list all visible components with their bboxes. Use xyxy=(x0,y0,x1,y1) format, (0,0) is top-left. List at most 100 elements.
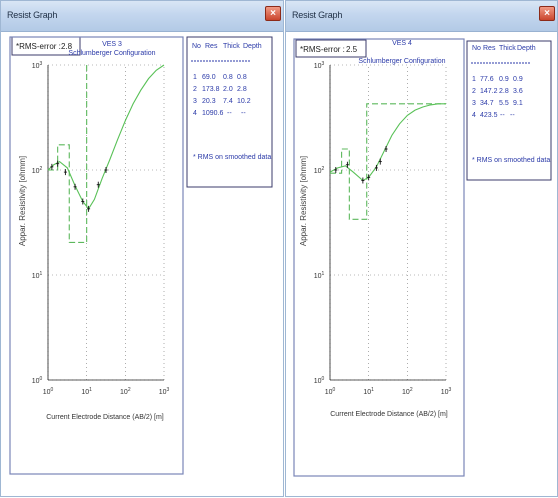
plot-frame xyxy=(9,36,184,475)
x-axis-label: Current Electrode Distance (AB/2) [m] xyxy=(330,411,448,418)
layer-model-line xyxy=(330,103,446,220)
data-point xyxy=(345,161,349,168)
plot-area: 100 101 102 103 103 102 101 100 xyxy=(314,61,452,396)
window-titlebar: Resist Graph × xyxy=(1,1,283,32)
cell-depth: 10.2 xyxy=(237,98,251,105)
cell-res: 20.3 xyxy=(202,98,216,105)
cell-no: 3 xyxy=(193,98,197,105)
plot-area: 100 101 102 103 103 102 101 100 xyxy=(32,61,170,396)
y-tick-label: 100 xyxy=(32,376,43,385)
cell-res: 423.5 xyxy=(480,112,498,119)
cell-thick: -- xyxy=(227,110,232,117)
table-row: 2 173.8 2.0 2.8 xyxy=(193,86,247,93)
window-title: Resist Graph xyxy=(7,10,58,20)
cell-no: 2 xyxy=(193,86,197,93)
cell-no: 4 xyxy=(472,112,476,119)
resist-graph-window-ves4: Resist Graph × *RMS-error : 2.5 VES 4 Sc… xyxy=(285,0,558,497)
cell-thick: 2.0 xyxy=(223,86,233,93)
layer-table-frame xyxy=(466,40,552,181)
layer-model-line xyxy=(48,65,88,243)
layer-table-frame xyxy=(186,36,273,188)
y-tick-label: 102 xyxy=(314,166,325,175)
rms-label: *RMS-error : xyxy=(300,45,345,54)
table-header-no: No xyxy=(472,45,481,52)
y-tick-label: 101 xyxy=(32,271,43,280)
data-point xyxy=(104,167,108,173)
y-tick-label: 102 xyxy=(32,166,43,175)
y-axis-label: Appar. Resistivity [ohmm] xyxy=(18,156,27,246)
x-tick-label: 100 xyxy=(325,387,336,396)
cell-res: 173.8 xyxy=(202,86,220,93)
table-row: 3 20.3 7.4 10.2 xyxy=(193,98,251,105)
close-icon[interactable]: × xyxy=(539,6,555,21)
cell-no: 1 xyxy=(472,76,476,83)
data-point xyxy=(73,183,77,190)
window-titlebar: Resist Graph × xyxy=(286,1,557,32)
table-header-depth: Depth xyxy=(517,45,536,52)
x-tick-label: 103 xyxy=(441,387,452,396)
data-point xyxy=(50,163,54,170)
rms-label: *RMS-error : xyxy=(16,42,61,51)
data-point xyxy=(361,177,365,184)
rms-value: 2.8 xyxy=(61,42,73,51)
resist-graph-window-ves3: Resist Graph × *RMS-error : 2.8 VES 3 Sc… xyxy=(0,0,284,497)
cell-res: 69.0 xyxy=(202,74,216,81)
cell-thick: 7.4 xyxy=(223,98,233,105)
cell-thick: -- xyxy=(500,112,505,119)
y-tick-label: 103 xyxy=(314,61,325,70)
data-point xyxy=(367,174,371,181)
cell-depth: -- xyxy=(241,110,246,117)
cell-thick: 0.9 xyxy=(499,76,509,83)
table-row: 2 147.2 2.8 3.6 xyxy=(472,88,523,95)
rms-value: 2.5 xyxy=(346,45,358,54)
resistivity-curve xyxy=(47,64,165,210)
cell-depth: 0.8 xyxy=(237,74,247,81)
cell-thick: 2.8 xyxy=(499,88,509,95)
table-footnote: * RMS on smoothed data xyxy=(472,157,550,164)
table-row: 1 69.0 0.8 0.8 xyxy=(193,74,247,81)
cell-depth: 0.9 xyxy=(513,76,523,83)
plot-frame xyxy=(293,38,465,477)
graph-subtitle: Schlumberger Configuration xyxy=(358,58,445,65)
table-header-res: Res xyxy=(483,45,496,52)
table-row: 3 34.7 5.5 9.1 xyxy=(472,100,523,107)
x-tick-label: 101 xyxy=(81,387,92,396)
x-tick-label: 101 xyxy=(363,387,374,396)
graph-title: VES 3 xyxy=(102,41,122,48)
data-point xyxy=(374,164,378,171)
data-point xyxy=(334,167,338,173)
cell-no: 4 xyxy=(193,110,197,117)
cell-res: 77.6 xyxy=(480,76,494,83)
cell-res: 1090.6 xyxy=(202,110,224,117)
y-tick-label: 101 xyxy=(314,271,325,280)
table-row: 4 1090.6 -- -- xyxy=(193,110,246,117)
data-point xyxy=(96,181,100,188)
resistivity-curve xyxy=(329,103,446,182)
close-icon[interactable]: × xyxy=(265,6,281,21)
cell-depth: 3.6 xyxy=(513,88,523,95)
cell-depth: -- xyxy=(510,112,515,119)
cell-no: 1 xyxy=(193,74,197,81)
table-footnote: * RMS on smoothed data xyxy=(193,154,271,161)
rms-box xyxy=(295,39,367,58)
data-point xyxy=(87,205,91,212)
table-header-depth: Depth xyxy=(243,43,262,50)
cell-depth: 9.1 xyxy=(513,100,523,107)
table-header-thick: Thick xyxy=(499,45,516,52)
table-header-res: Res xyxy=(205,43,218,50)
data-point xyxy=(81,198,85,205)
data-point xyxy=(56,160,60,167)
x-axis-label: Current Electrode Distance (AB/2) [m] xyxy=(46,414,164,421)
resistivity-graph-svg: *RMS-error : 2.5 VES 4 Schlumberger Conf… xyxy=(293,38,552,477)
x-tick-label: 100 xyxy=(43,387,54,396)
cell-depth: 2.8 xyxy=(237,86,247,93)
table-header-thick: Thick xyxy=(223,43,240,50)
graph-subtitle: Schlumberger Configuration xyxy=(68,50,155,57)
graph-title: VES 4 xyxy=(392,40,412,47)
y-tick-label: 100 xyxy=(314,376,325,385)
resistivity-graph-svg: *RMS-error : 2.8 VES 3 Schlumberger Conf… xyxy=(9,36,273,475)
x-tick-label: 102 xyxy=(120,387,131,396)
table-row: 4 423.5 -- -- xyxy=(472,112,515,119)
cell-res: 147.2 xyxy=(480,88,498,95)
data-point xyxy=(63,169,67,176)
